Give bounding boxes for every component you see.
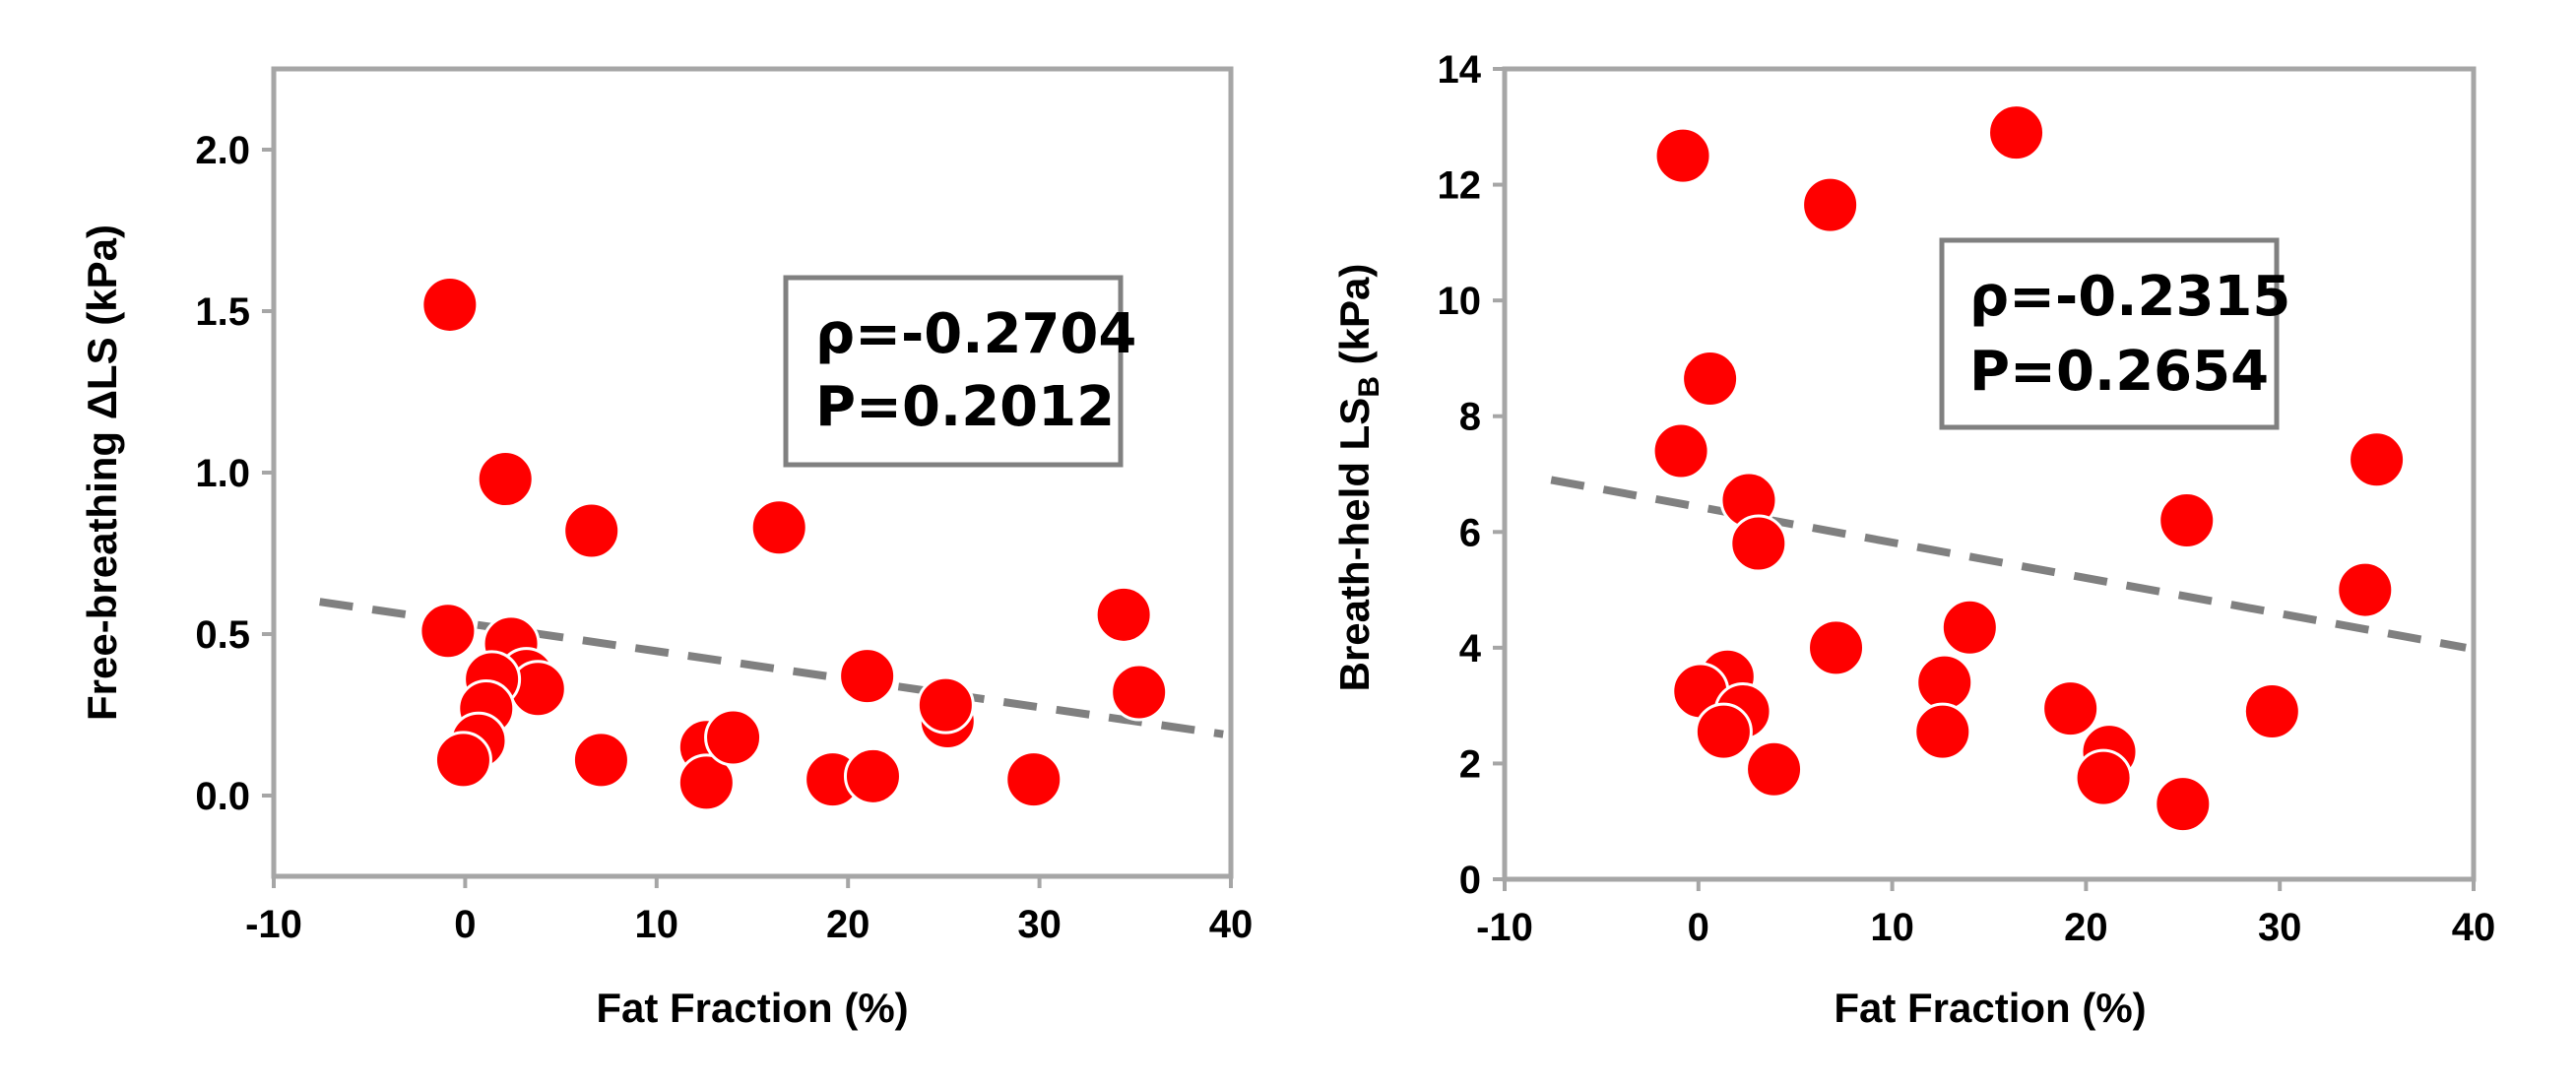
x-tick-label: -10 [1476,906,1533,949]
y-axis-title-left: Free-breathing ΔLS (kPa) [79,224,125,721]
x-tick-label: -10 [245,903,302,946]
x-tick-label: 10 [635,903,679,946]
p-label-left: P=0.2012 [815,375,1115,439]
x-ticks-right: -10 0 10 20 30 40 [1476,879,2495,949]
data-point [843,746,902,805]
trend-line-left [319,598,1224,738]
data-point [2074,748,2133,807]
data-point [571,731,630,790]
data-point [2154,775,2213,834]
y-tick-label: 2.0 [195,129,250,172]
data-point [2242,682,2301,741]
x-tick-label: 30 [1017,903,1062,946]
y-tick-label: 1.0 [195,452,250,495]
data-point [1729,514,1788,573]
x-tick-label: 20 [826,903,870,946]
data-point [1987,103,2046,162]
data-point [1681,350,1740,409]
data-point [2336,560,2395,619]
y-tick-label: 2 [1459,742,1481,786]
data-points-left [419,275,1169,812]
data-point [2041,679,2100,738]
y-tick-label: 8 [1459,396,1481,439]
data-point [1801,175,1860,234]
y-tick-label: 6 [1459,511,1481,554]
chart-left: 0.0 0.5 1.0 1.5 2.0 -10 0 10 20 30 40 ρ=-0.2704 P… [79,66,1253,1031]
y-tick-label: 10 [1438,280,1482,323]
plot-frame-right [1502,66,2477,882]
data-point [476,450,535,509]
x-tick-label: 40 [1209,903,1254,946]
y-tick-label: 4 [1459,627,1482,671]
x-tick-label: 0 [454,903,476,946]
data-point [704,708,763,767]
data-points-right [1651,103,2407,834]
data-point [838,647,897,706]
y-tick-label: 12 [1438,164,1482,208]
data-point [2157,491,2217,550]
data-point [1004,750,1063,809]
y-ticks-right: 0 2 4 6 8 10 12 14 [1438,48,1505,902]
y-tick-label: 14 [1438,48,1482,92]
y-axis-title-unit: (kPa) [1331,264,1378,376]
x-tick-label: 20 [2064,906,2108,949]
data-point [1694,702,1753,761]
y-tick-label: 1.5 [195,290,250,334]
x-tick-label: 0 [1688,906,1709,949]
x-axis-title-left: Fat Fraction (%) [596,985,908,1031]
data-point [420,275,480,334]
trend-line-right [1550,476,2467,652]
rho-label-right: ρ=-0.2315 [1969,265,2290,329]
p-label-right: P=0.2654 [1969,340,2269,404]
data-point [1940,598,1999,657]
x-tick-label: 30 [2258,906,2302,949]
data-point [1807,618,1866,677]
data-point [433,731,492,790]
data-point [2348,430,2407,489]
y-tick-label: 0.0 [195,775,250,818]
data-point [1110,663,1169,722]
y-axis-title-right: Breath-held LSB (kPa) [1331,264,1385,692]
y-tick-label: 0.5 [195,613,250,657]
rho-label-left: ρ=-0.2704 [815,302,1136,366]
x-tick-label: 40 [2452,906,2496,949]
data-point [1913,702,1972,761]
data-point [1653,126,1712,185]
y-axis-title-main: Breath-held LS [1331,398,1378,692]
stats-box-right [1939,237,2280,430]
stats-box-left [783,275,1124,468]
x-tick-label: 10 [1870,906,1914,949]
x-ticks-left: -10 0 10 20 30 40 [245,876,1253,946]
y-ticks-left: 0.0 0.5 1.0 1.5 2.0 [195,129,274,818]
y-tick-label: 0 [1459,859,1481,902]
data-point [562,501,621,560]
x-axis-title-right: Fat Fraction (%) [1834,985,2146,1031]
data-point [749,498,808,557]
data-point [676,753,736,812]
data-point [419,602,478,661]
data-point [1745,739,1804,799]
data-point [916,675,975,735]
data-point [1651,421,1710,480]
y-axis-title-subscript: B [1353,376,1385,398]
data-point [1094,585,1153,644]
data-point [1915,653,1974,712]
